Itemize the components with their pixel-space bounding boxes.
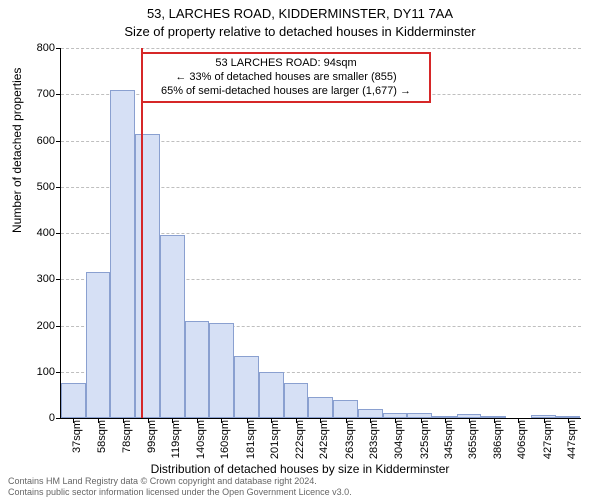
x-tick-label: 181sqm bbox=[245, 420, 257, 459]
y-tick-mark bbox=[56, 141, 61, 142]
histogram-bar bbox=[61, 383, 86, 418]
histogram-bar bbox=[185, 321, 210, 418]
x-tick-label: 78sqm bbox=[121, 420, 133, 453]
y-tick-label: 0 bbox=[15, 412, 55, 424]
histogram-bar bbox=[86, 272, 111, 418]
footer-attribution: Contains HM Land Registry data © Crown c… bbox=[8, 476, 352, 498]
histogram-bar bbox=[333, 400, 358, 419]
y-tick-mark bbox=[56, 418, 61, 419]
y-tick-mark bbox=[56, 48, 61, 49]
y-tick-mark bbox=[56, 279, 61, 280]
x-tick-label: 119sqm bbox=[170, 420, 182, 458]
y-tick-mark bbox=[56, 372, 61, 373]
x-tick-label: 365sqm bbox=[467, 420, 479, 459]
histogram-bar bbox=[358, 409, 383, 418]
x-tick-label: 447sqm bbox=[566, 420, 578, 459]
x-tick-label: 140sqm bbox=[195, 420, 207, 459]
histogram-bar bbox=[308, 397, 333, 418]
annotation-line-1: 53 LARCHES ROAD: 94sqm bbox=[149, 57, 423, 71]
chart-title-main: 53, LARCHES ROAD, KIDDERMINSTER, DY11 7A… bbox=[0, 6, 600, 21]
x-tick-label: 99sqm bbox=[146, 420, 158, 453]
annotation-line-3: 65% of semi-detached houses are larger (… bbox=[149, 85, 423, 99]
x-tick-label: 201sqm bbox=[269, 420, 281, 459]
y-tick-label: 700 bbox=[15, 88, 55, 100]
x-tick-label: 58sqm bbox=[96, 420, 108, 453]
chart-title-sub: Size of property relative to detached ho… bbox=[0, 24, 600, 39]
property-size-chart: 53, LARCHES ROAD, KIDDERMINSTER, DY11 7A… bbox=[0, 0, 600, 500]
x-tick-label: 242sqm bbox=[318, 420, 330, 459]
x-tick-label: 160sqm bbox=[219, 420, 231, 459]
histogram-bar bbox=[135, 134, 160, 418]
y-tick-label: 500 bbox=[15, 181, 55, 193]
histogram-bar bbox=[209, 323, 234, 418]
y-tick-mark bbox=[56, 94, 61, 95]
histogram-bar bbox=[234, 356, 259, 418]
x-tick-label: 406sqm bbox=[516, 420, 528, 459]
histogram-bar bbox=[284, 383, 309, 418]
x-axis-label: Distribution of detached houses by size … bbox=[0, 462, 600, 476]
y-tick-mark bbox=[56, 326, 61, 327]
histogram-bar bbox=[259, 372, 284, 418]
x-tick-label: 325sqm bbox=[419, 420, 431, 459]
footer-line-1: Contains HM Land Registry data © Crown c… bbox=[8, 476, 352, 487]
y-tick-label: 600 bbox=[15, 135, 55, 147]
histogram-bar bbox=[110, 90, 135, 418]
plot-area: 53 LARCHES ROAD: 94sqm← 33% of detached … bbox=[60, 48, 581, 419]
annotation-line-2: ← 33% of detached houses are smaller (85… bbox=[149, 71, 423, 85]
x-tick-label: 37sqm bbox=[71, 420, 83, 453]
y-tick-mark bbox=[56, 187, 61, 188]
x-tick-label: 263sqm bbox=[344, 420, 356, 459]
histogram-bar bbox=[160, 235, 185, 418]
x-tick-label: 427sqm bbox=[542, 420, 554, 459]
y-tick-label: 400 bbox=[15, 227, 55, 239]
x-tick-label: 304sqm bbox=[393, 420, 405, 459]
annotation-box: 53 LARCHES ROAD: 94sqm← 33% of detached … bbox=[141, 52, 431, 103]
x-tick-label: 386sqm bbox=[492, 420, 504, 459]
footer-line-2: Contains public sector information licen… bbox=[8, 487, 352, 498]
y-tick-label: 100 bbox=[15, 366, 55, 378]
grid-line bbox=[61, 48, 581, 49]
y-tick-label: 200 bbox=[15, 320, 55, 332]
property-marker-line bbox=[141, 48, 143, 418]
y-tick-label: 800 bbox=[15, 42, 55, 54]
y-tick-label: 300 bbox=[15, 273, 55, 285]
x-tick-label: 345sqm bbox=[443, 420, 455, 459]
x-tick-label: 283sqm bbox=[368, 420, 380, 459]
y-tick-mark bbox=[56, 233, 61, 234]
x-tick-label: 222sqm bbox=[294, 420, 306, 459]
